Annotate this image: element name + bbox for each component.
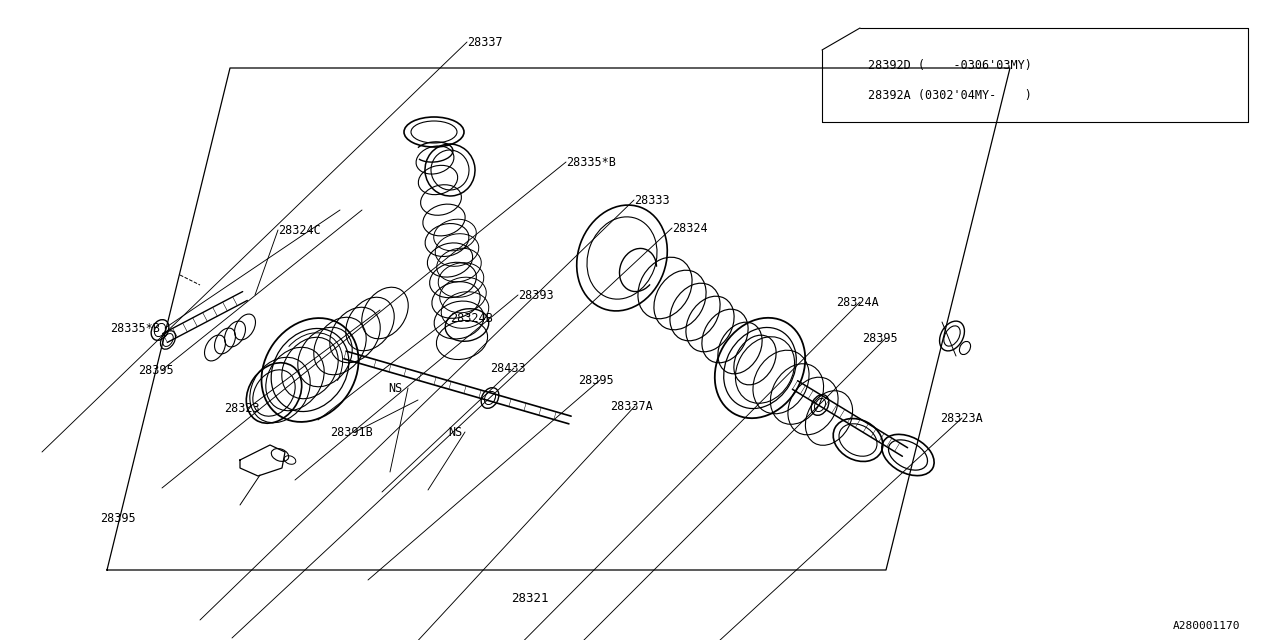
Text: 28392A (0302'04MY-    ): 28392A (0302'04MY- )	[868, 88, 1032, 102]
Text: 28324C: 28324C	[278, 223, 321, 237]
Text: 28393: 28393	[518, 289, 554, 301]
Text: 28324: 28324	[672, 221, 708, 234]
Text: 28324B: 28324B	[451, 312, 493, 324]
Text: 28391B: 28391B	[330, 426, 372, 438]
Text: 28323: 28323	[224, 401, 260, 415]
Text: 28321: 28321	[511, 591, 549, 605]
Text: 28395: 28395	[100, 511, 136, 525]
Text: NS: NS	[388, 381, 402, 394]
Text: 28433: 28433	[490, 362, 526, 374]
Text: 28395: 28395	[861, 332, 897, 344]
Text: A280001170: A280001170	[1172, 621, 1240, 631]
Text: 28335*B: 28335*B	[566, 156, 616, 168]
Text: 28395: 28395	[138, 364, 174, 376]
Text: 28333: 28333	[634, 193, 669, 207]
Text: 28395: 28395	[579, 374, 613, 387]
Text: 28323A: 28323A	[940, 412, 983, 424]
Text: 28335*B: 28335*B	[110, 321, 160, 335]
Text: 28337: 28337	[467, 35, 503, 49]
Text: 28324A: 28324A	[836, 296, 879, 308]
Text: 28392D (    -0306'03MY): 28392D ( -0306'03MY)	[868, 58, 1032, 72]
Text: NS: NS	[448, 426, 462, 438]
Text: 28337A: 28337A	[611, 399, 653, 413]
